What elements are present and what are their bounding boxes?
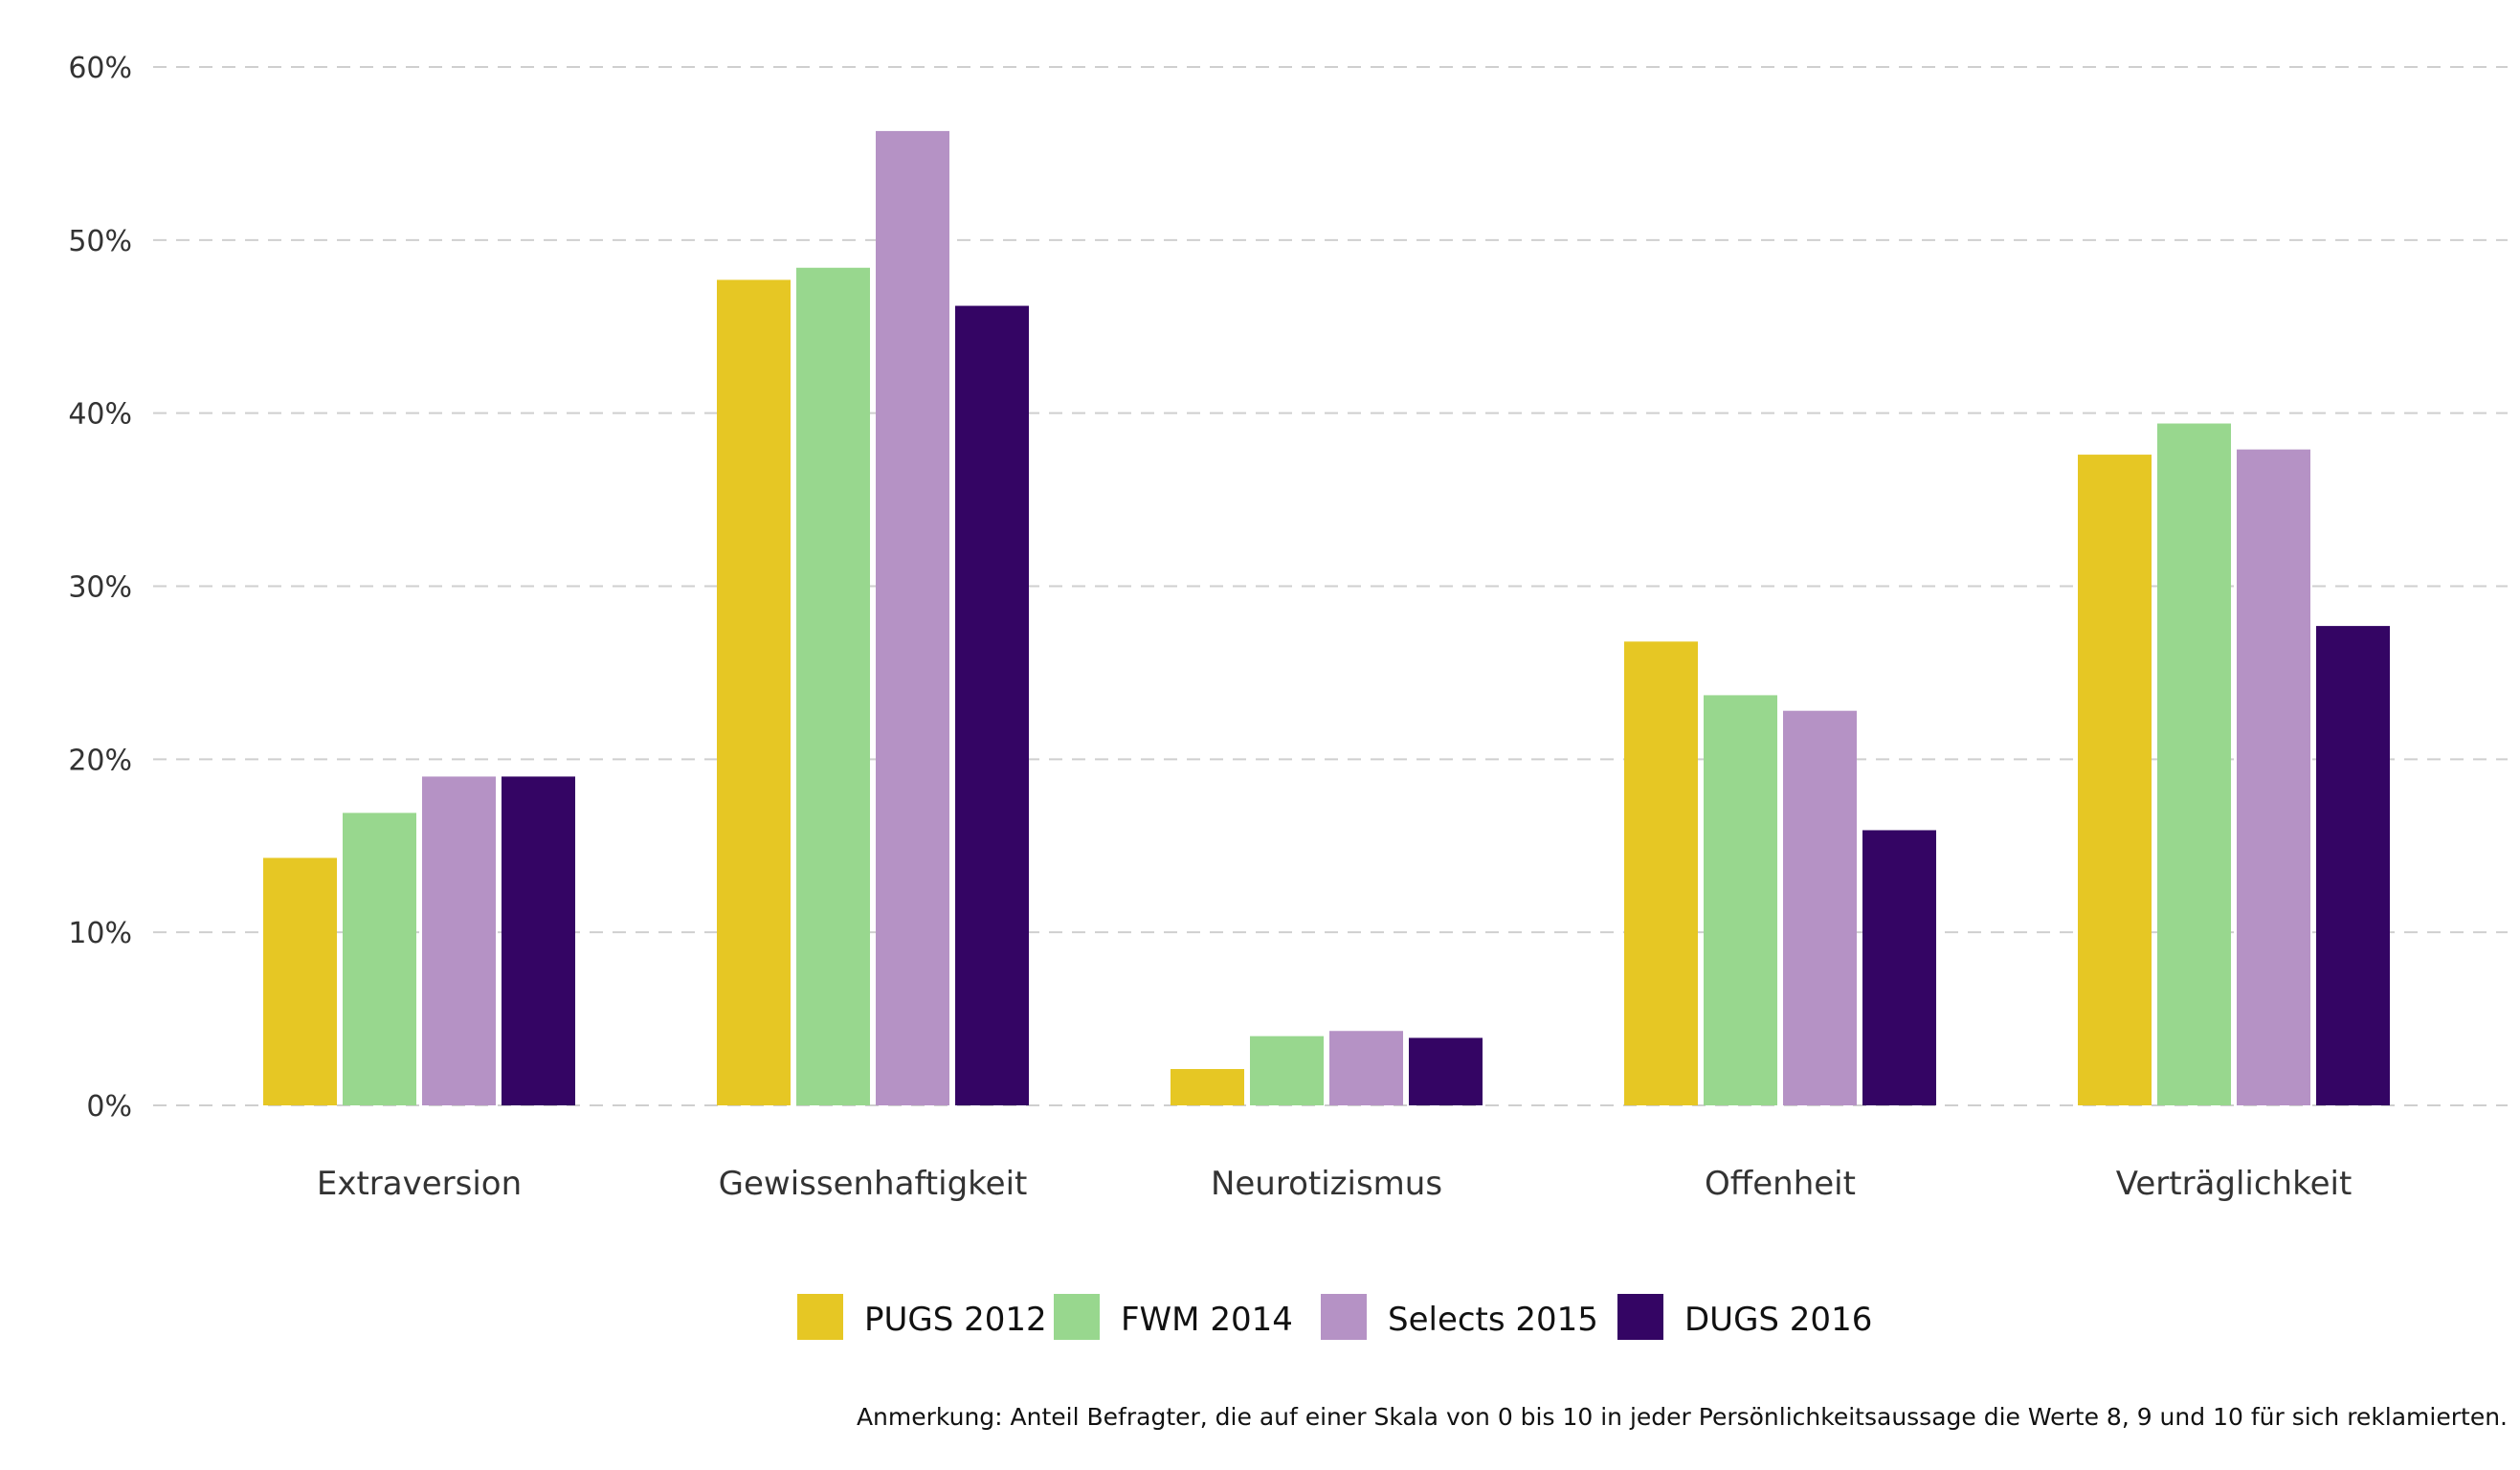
legend-swatch [1617, 1294, 1663, 1340]
bar [2157, 423, 2231, 1105]
y-tick-label: 50% [68, 225, 132, 258]
bar [2237, 449, 2310, 1105]
bar [343, 813, 416, 1105]
bar [1624, 641, 1698, 1105]
x-tick-label: Neurotizismus [1211, 1165, 1442, 1203]
chart-note: Anmerkung: Anteil Befragter, die auf ein… [857, 1403, 2508, 1431]
bar [1704, 695, 1777, 1105]
legend: PUGS 2012 FWM 2014 Selects 2015 DUGS 2016 [797, 1294, 1872, 1340]
legend-swatch [797, 1294, 843, 1340]
x-tick-label: Extraversion [317, 1165, 522, 1203]
y-tick-label: 60% [68, 52, 132, 85]
legend-label: Selects 2015 [1388, 1301, 1598, 1339]
bar [876, 130, 949, 1106]
legend-label: FWM 2014 [1121, 1301, 1293, 1339]
legend-swatch [1321, 1294, 1367, 1340]
y-tick-label: 0% [86, 1090, 132, 1124]
bar [2078, 455, 2152, 1106]
legend-swatch [1054, 1294, 1100, 1340]
bar [955, 305, 1029, 1105]
bar [796, 267, 870, 1105]
y-tick-label: 10% [68, 917, 132, 950]
x-tick-label: Gewissenhaftigkeit [719, 1165, 1028, 1203]
y-tick-label: 30% [68, 571, 132, 605]
bar [1171, 1069, 1244, 1105]
bar [1783, 710, 1857, 1105]
x-tick-label: Offenheit [1705, 1165, 1856, 1203]
bar [1329, 1031, 1403, 1105]
x-tick-label: Verträglichkeit [2116, 1165, 2353, 1203]
legend-label: DUGS 2016 [1684, 1301, 1872, 1339]
bars [263, 130, 2390, 1106]
bar [1409, 1037, 1483, 1105]
bar [263, 858, 337, 1105]
legend-label: PUGS 2012 [864, 1301, 1047, 1339]
bar [717, 279, 791, 1105]
y-tick-label: 40% [68, 398, 132, 432]
bar [1862, 830, 1936, 1105]
y-tick-label: 20% [68, 744, 132, 777]
bar [2316, 626, 2390, 1105]
bar [422, 776, 496, 1105]
bar [1250, 1036, 1324, 1105]
x-axis-labels: Extraversion Gewissenhaftigkeit Neurotizis… [317, 1165, 2352, 1203]
bar [502, 776, 575, 1105]
y-axis-ticks: 0% 10% 20% 30% 40% 50% 60% [68, 52, 132, 1124]
